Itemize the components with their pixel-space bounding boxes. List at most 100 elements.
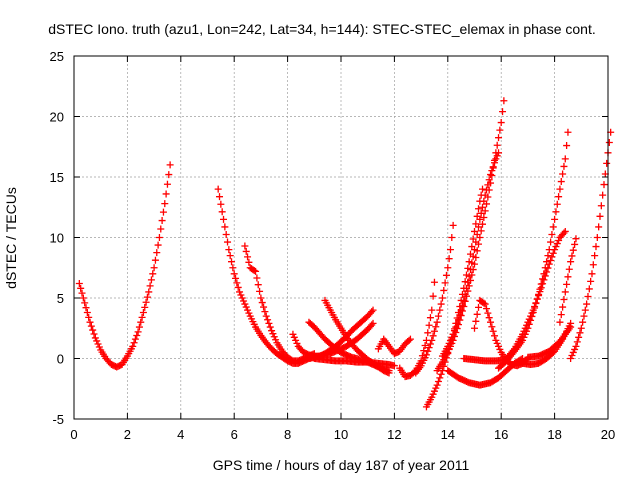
data-point <box>496 345 504 353</box>
data-point <box>567 258 575 266</box>
data-point <box>437 300 445 308</box>
data-point <box>475 205 483 213</box>
data-point <box>218 208 226 216</box>
y-tick-label: 0 <box>57 352 64 367</box>
data-point <box>90 330 98 338</box>
data-point <box>445 339 453 347</box>
data-point <box>527 312 535 320</box>
data-point <box>489 163 497 171</box>
x-tick-labels: 0 2 4 6 8 10 12 14 16 18 20 <box>70 427 615 442</box>
data-point <box>488 323 496 331</box>
data-point <box>258 299 266 307</box>
data-point <box>547 238 555 246</box>
data-point <box>464 278 472 286</box>
data-point <box>536 288 544 296</box>
data-point <box>595 223 603 231</box>
data-point <box>491 159 499 167</box>
data-point <box>481 300 489 308</box>
data-point <box>85 313 93 321</box>
data-point <box>422 351 430 359</box>
data-point <box>495 149 503 157</box>
data-point <box>560 296 568 304</box>
data-point <box>557 178 565 186</box>
data-point <box>573 338 581 346</box>
x-tick-label: 16 <box>494 427 508 442</box>
data-point <box>292 336 300 344</box>
data-point <box>471 324 478 332</box>
data-point <box>224 238 232 246</box>
data-point <box>559 170 567 178</box>
data-point <box>143 293 151 301</box>
data-point <box>442 271 450 279</box>
data-point <box>465 272 473 280</box>
data-point <box>583 300 591 308</box>
data-point <box>549 249 557 257</box>
data-point <box>567 323 575 331</box>
data-point <box>221 223 229 231</box>
data-point <box>150 264 158 272</box>
data-point <box>533 295 541 303</box>
x-tick-label: 18 <box>547 427 561 442</box>
data-point <box>493 152 501 160</box>
data-point <box>567 355 575 362</box>
data-point <box>78 289 86 297</box>
data-point <box>426 340 434 348</box>
data-point <box>528 309 536 317</box>
data-point <box>580 312 588 320</box>
series-9 <box>374 335 414 358</box>
x-tick-label: 20 <box>601 427 615 442</box>
data-point <box>509 346 517 354</box>
data-point <box>135 323 143 331</box>
data-point <box>369 319 377 327</box>
data-point <box>446 336 454 344</box>
data-point <box>596 212 604 220</box>
data-point <box>548 253 556 261</box>
data-point <box>254 281 262 289</box>
series-14 <box>438 149 503 360</box>
data-point <box>535 292 543 300</box>
data-point <box>390 362 398 370</box>
data-point <box>77 284 85 292</box>
data-point <box>469 252 477 260</box>
data-point <box>569 348 577 356</box>
data-point <box>272 336 280 344</box>
data-point <box>560 229 568 237</box>
data-point <box>553 240 561 248</box>
data-point <box>91 334 99 342</box>
data-point <box>477 227 485 235</box>
data-point <box>166 161 174 169</box>
data-point <box>556 318 564 326</box>
data-point <box>493 339 501 347</box>
x-tick-label: 2 <box>124 427 131 442</box>
data-point <box>475 223 483 231</box>
data-point <box>460 296 468 304</box>
data-point <box>581 306 589 314</box>
data-point <box>241 242 249 250</box>
data-point <box>529 306 537 314</box>
data-point <box>493 141 501 149</box>
data-point <box>547 256 555 264</box>
data-point <box>468 259 476 267</box>
data-point <box>159 208 167 216</box>
data-point <box>457 306 465 314</box>
data-point <box>556 185 564 193</box>
data-point <box>545 260 553 268</box>
data-point <box>473 310 481 318</box>
x-tick-label: 4 <box>177 427 184 442</box>
data-point <box>95 343 103 351</box>
data-point <box>565 265 573 273</box>
data-point <box>421 341 429 349</box>
data-point <box>161 200 169 208</box>
data-point <box>264 316 272 324</box>
data-point <box>146 282 154 290</box>
y-tick-label: 10 <box>50 231 64 246</box>
data-point <box>425 344 433 352</box>
y-tick-label: 20 <box>50 110 64 125</box>
data-point <box>561 155 569 163</box>
data-point <box>461 297 469 305</box>
data-point <box>230 270 238 278</box>
data-point <box>481 207 489 215</box>
data-point <box>253 274 261 282</box>
data-point <box>436 374 444 382</box>
data-point <box>568 351 576 359</box>
